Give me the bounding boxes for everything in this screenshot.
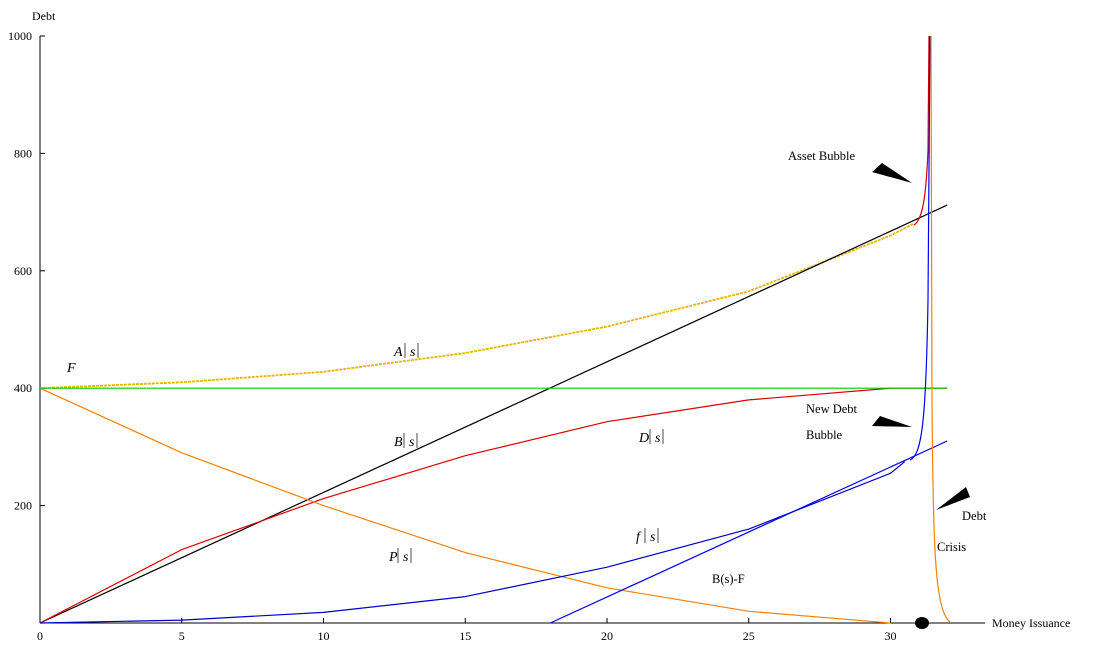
label-B: B	[394, 435, 403, 450]
crisis-point-marker	[915, 617, 929, 629]
axes	[39, 36, 985, 624]
x-tick-label: 5	[179, 629, 185, 643]
label-F: F	[66, 361, 76, 376]
label-f-s: f s	[636, 528, 659, 545]
label-A-s: A s	[393, 343, 419, 360]
label-B-s: B s	[394, 433, 418, 450]
asset-bubble-spike	[913, 35, 930, 226]
arrow-new-debt	[872, 416, 912, 427]
y-axis-label: Debt	[32, 9, 56, 23]
series-layer	[39, 204, 948, 624]
series-line-f-s	[39, 461, 906, 624]
y-tick-label: 400	[14, 381, 32, 395]
series-line-p-s	[39, 387, 891, 624]
label-D: D	[638, 431, 649, 446]
label-P: P	[388, 550, 398, 565]
annotation-bubble: Bubble	[806, 428, 843, 442]
series-line-d-s	[39, 387, 948, 624]
series-line-b-s-f	[550, 440, 948, 624]
x-tick-label: 10	[318, 629, 330, 643]
label-A: A	[393, 345, 403, 360]
y-ticks: 200 400 600 800 1000	[8, 29, 45, 513]
y-tick-label: 800	[14, 146, 32, 160]
x-ticks: 0 5 10 15 20 25 30	[37, 618, 897, 643]
debt-crisis-drop	[930, 35, 951, 623]
annotation-asset-bubble: Asset Bubble	[788, 149, 855, 163]
label-B-arg: s	[409, 435, 415, 450]
y-tick-label: 1000	[8, 29, 32, 43]
x-tick-label: 15	[459, 629, 471, 643]
label-P-s: P s	[388, 548, 412, 565]
annotation-crisis: Crisis	[937, 540, 966, 554]
y-tick-label: 200	[14, 499, 32, 513]
debt-bubble-spike	[909, 35, 931, 461]
x-tick-label: 0	[37, 629, 43, 643]
arrow-debt-crisis	[936, 487, 970, 510]
x-axis-label: Money Issuance	[992, 616, 1070, 630]
label-B-s-minus-F: B(s)-F	[712, 572, 745, 586]
annotation-new-debt: New Debt	[806, 402, 858, 416]
x-tick-label: 20	[601, 629, 613, 643]
x-tick-label: 25	[743, 629, 755, 643]
label-D-arg: s	[655, 431, 661, 446]
label-f-arg: s	[650, 530, 656, 545]
series-line-a-s	[39, 223, 914, 390]
arrow-asset-bubble	[872, 163, 912, 183]
x-tick-label: 30	[885, 629, 897, 643]
label-D-s: D s	[638, 429, 664, 446]
label-A-arg: s	[410, 345, 416, 360]
label-f: f	[636, 530, 642, 545]
y-tick-label: 600	[14, 264, 32, 278]
series-line-b-s	[39, 204, 948, 624]
label-P-arg: s	[403, 550, 409, 565]
annotation-debt: Debt	[962, 509, 987, 523]
